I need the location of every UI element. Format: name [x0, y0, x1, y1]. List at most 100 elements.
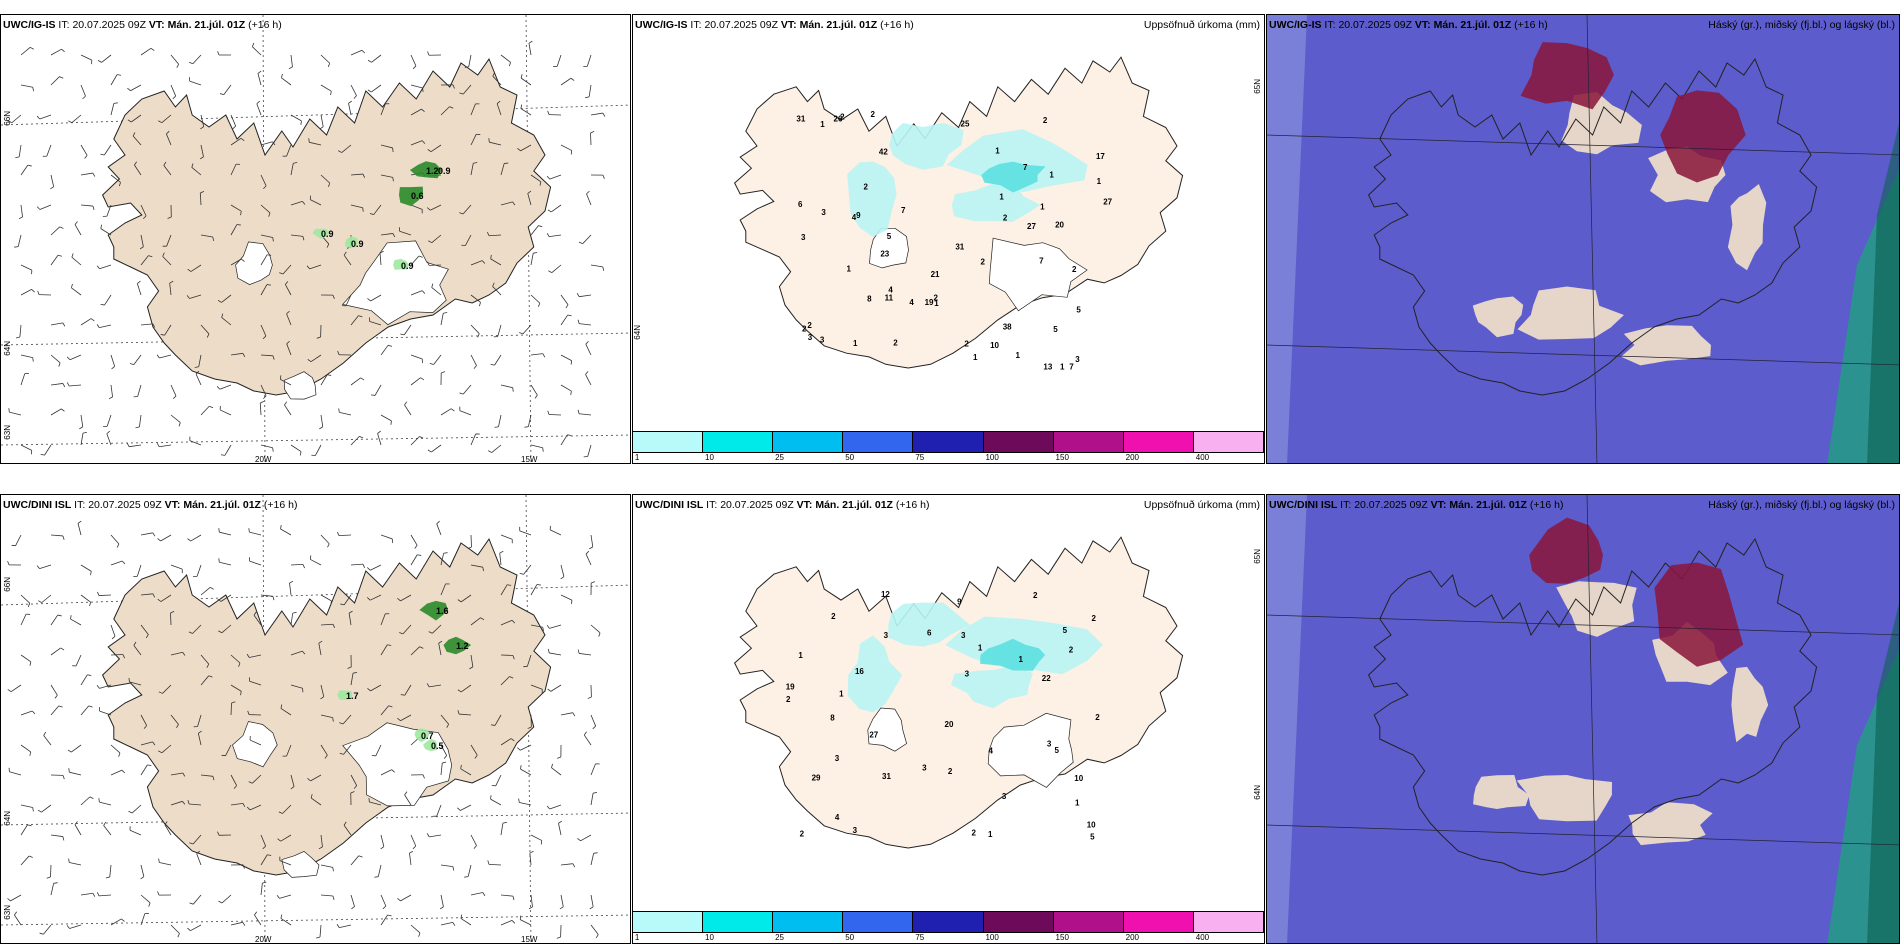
precip-value-label: 26: [834, 115, 843, 124]
panel-p6: UWC/DINI ISL IT: 20.07.2025 09Z VT: Mán.…: [1266, 494, 1900, 944]
precip-value-label: 2: [1003, 214, 1008, 223]
precip-value-label: 4: [988, 747, 993, 756]
precip-value-label: 1: [1049, 170, 1054, 179]
colorbar-segment: [913, 432, 984, 452]
map-canvas: [1267, 15, 1899, 463]
colorbar-tick-label: 150: [1055, 933, 1069, 942]
precip-value-label: 22: [1042, 674, 1051, 683]
map-canvas: 1051652231292027191261034332232235891224…: [733, 536, 1184, 849]
precip-value-label: 4: [835, 813, 840, 822]
precip-value-label: 5: [1053, 325, 1058, 334]
precip-value-label: 1: [1097, 177, 1102, 186]
precip-value-label: 2: [802, 324, 807, 333]
precip-value-label: 9: [856, 211, 861, 220]
precip-value-label: 2: [786, 695, 791, 704]
colorbar-tick-label: 10: [705, 453, 714, 462]
precip-value-label: 9: [957, 597, 962, 606]
precip-value-label: 2: [893, 339, 898, 348]
colorbar-tick-label: 150: [1055, 453, 1069, 462]
precip-value-label: 1: [846, 264, 851, 273]
lat-label: 66N: [3, 111, 12, 126]
colorbar-segment: [843, 432, 914, 452]
precip-value-label: 10: [1074, 774, 1083, 783]
precip-value-label: 6: [798, 200, 803, 209]
precip-value-label: 29: [812, 773, 821, 782]
precip-value-label: 1.2: [456, 641, 469, 651]
precip-value-label: 6: [927, 628, 932, 637]
lat-label: 65N: [1253, 549, 1262, 564]
precip-value-label: 1: [934, 299, 939, 308]
precip-value-label: 7: [1023, 163, 1028, 172]
panel-field-title: Háský (gr.), miðský (fj.bl.) og lágský (…: [1708, 19, 1895, 31]
colorbar-tick-label: 25: [775, 933, 785, 942]
panel-p3: UWC/IG-IS IT: 20.07.2025 09Z VT: Mán. 21…: [1266, 14, 1900, 464]
map-canvas: 1.6 1.2 1.7 0.70.5: [1, 495, 630, 943]
precip-value-label: 2: [870, 110, 875, 119]
precip-value-label: 27: [869, 730, 878, 739]
precip-colorbar-labels: 1 10 25 50 75 100 150 200 400: [633, 933, 1264, 943]
precip-value-label: 3: [1075, 355, 1080, 364]
precip-value-label: 1.2: [426, 166, 439, 176]
colorbar-segment: [1193, 432, 1264, 452]
precip-value-label: 2: [863, 183, 868, 192]
precip-value-label: 20: [945, 720, 954, 729]
precip-value-label: 2: [1091, 614, 1096, 623]
lon-label: 20W: [255, 935, 272, 944]
precip-value-label: 1: [853, 339, 858, 348]
colorbar-tick-label: 400: [1195, 933, 1210, 942]
precip-value-label: 3: [835, 754, 840, 763]
precip-value-label: 10: [1087, 821, 1096, 830]
precip-value-label: 1: [973, 353, 978, 362]
precip-value-label: 2: [1069, 645, 1074, 654]
precip-value-label: 2: [948, 767, 953, 776]
precip-value-label: 1: [820, 120, 825, 129]
precip-value-label: 1.7: [346, 691, 359, 701]
precip-value-label: 0.9: [401, 261, 414, 271]
precip-value-label: 2: [1095, 713, 1100, 722]
precip-value-label: 5: [1076, 306, 1081, 315]
colorbar-segment: [913, 912, 984, 932]
colorbar-tick-label: 200: [1125, 453, 1140, 462]
panel-header: UWC/IG-IS IT: 20.07.2025 09Z VT: Mán. 21…: [3, 19, 282, 31]
colorbar-tick-label: 100: [985, 933, 999, 942]
colorbar-segment: [1053, 912, 1124, 932]
lon-label: 15W: [521, 455, 538, 464]
lat-label: 63N: [3, 905, 12, 920]
panel-p2: UWC/IG-IS IT: 20.07.2025 09Z VT: Mán. 21…: [632, 14, 1265, 464]
precip-value-label: 7: [1039, 256, 1044, 265]
precip-value-label: 27: [1103, 197, 1112, 206]
precip-value-label: 2: [800, 830, 805, 839]
panel-header: UWC/DINI ISL IT: 20.07.2025 09Z VT: Mán.…: [1269, 499, 1564, 511]
lat-label: 64N: [1253, 785, 1262, 800]
precip-value-label: 31: [796, 114, 805, 123]
colorbar-segment: [983, 912, 1054, 932]
precip-value-label: 3: [1002, 792, 1007, 801]
precip-value-label: 1: [1060, 363, 1065, 372]
panel-field-title: Háský (gr.), miðský (fj.bl.) og lágský (…: [1708, 499, 1895, 511]
precip-value-label: 0.9: [438, 166, 451, 176]
colorbar-segment: [773, 432, 844, 452]
precip-value-label: 4: [888, 286, 893, 295]
precip-colorbar: [633, 431, 1264, 453]
precip-value-label: 2: [831, 612, 836, 621]
precip-value-label: 2: [1043, 116, 1048, 125]
lon-label: 15W: [521, 935, 538, 944]
precip-value-label: 21: [931, 270, 940, 279]
precip-value-label: 16: [855, 667, 864, 676]
panel-field-title: Uppsöfnuð úrkoma (mm): [1143, 19, 1260, 31]
precip-value-label: 5: [1090, 832, 1095, 841]
precip-value-label: 8: [830, 713, 835, 722]
panel-header: UWC/IG-IS IT: 20.07.2025 09Z VT: Mán. 21…: [635, 19, 914, 31]
colorbar-segment: [633, 912, 704, 932]
colorbar-segment: [1123, 912, 1194, 932]
precip-colorbar: [633, 911, 1264, 933]
precip-value-label: 1: [1040, 202, 1045, 211]
precip-value-label: 3: [853, 826, 858, 835]
precip-value-label: 31: [882, 772, 891, 781]
colorbar-tick-label: 1: [634, 933, 640, 942]
colorbar-tick-label: 1: [634, 453, 640, 462]
precip-value-label: 1: [839, 690, 844, 699]
lat-label: 64N: [3, 811, 12, 826]
precip-value-label: 1: [988, 830, 993, 839]
